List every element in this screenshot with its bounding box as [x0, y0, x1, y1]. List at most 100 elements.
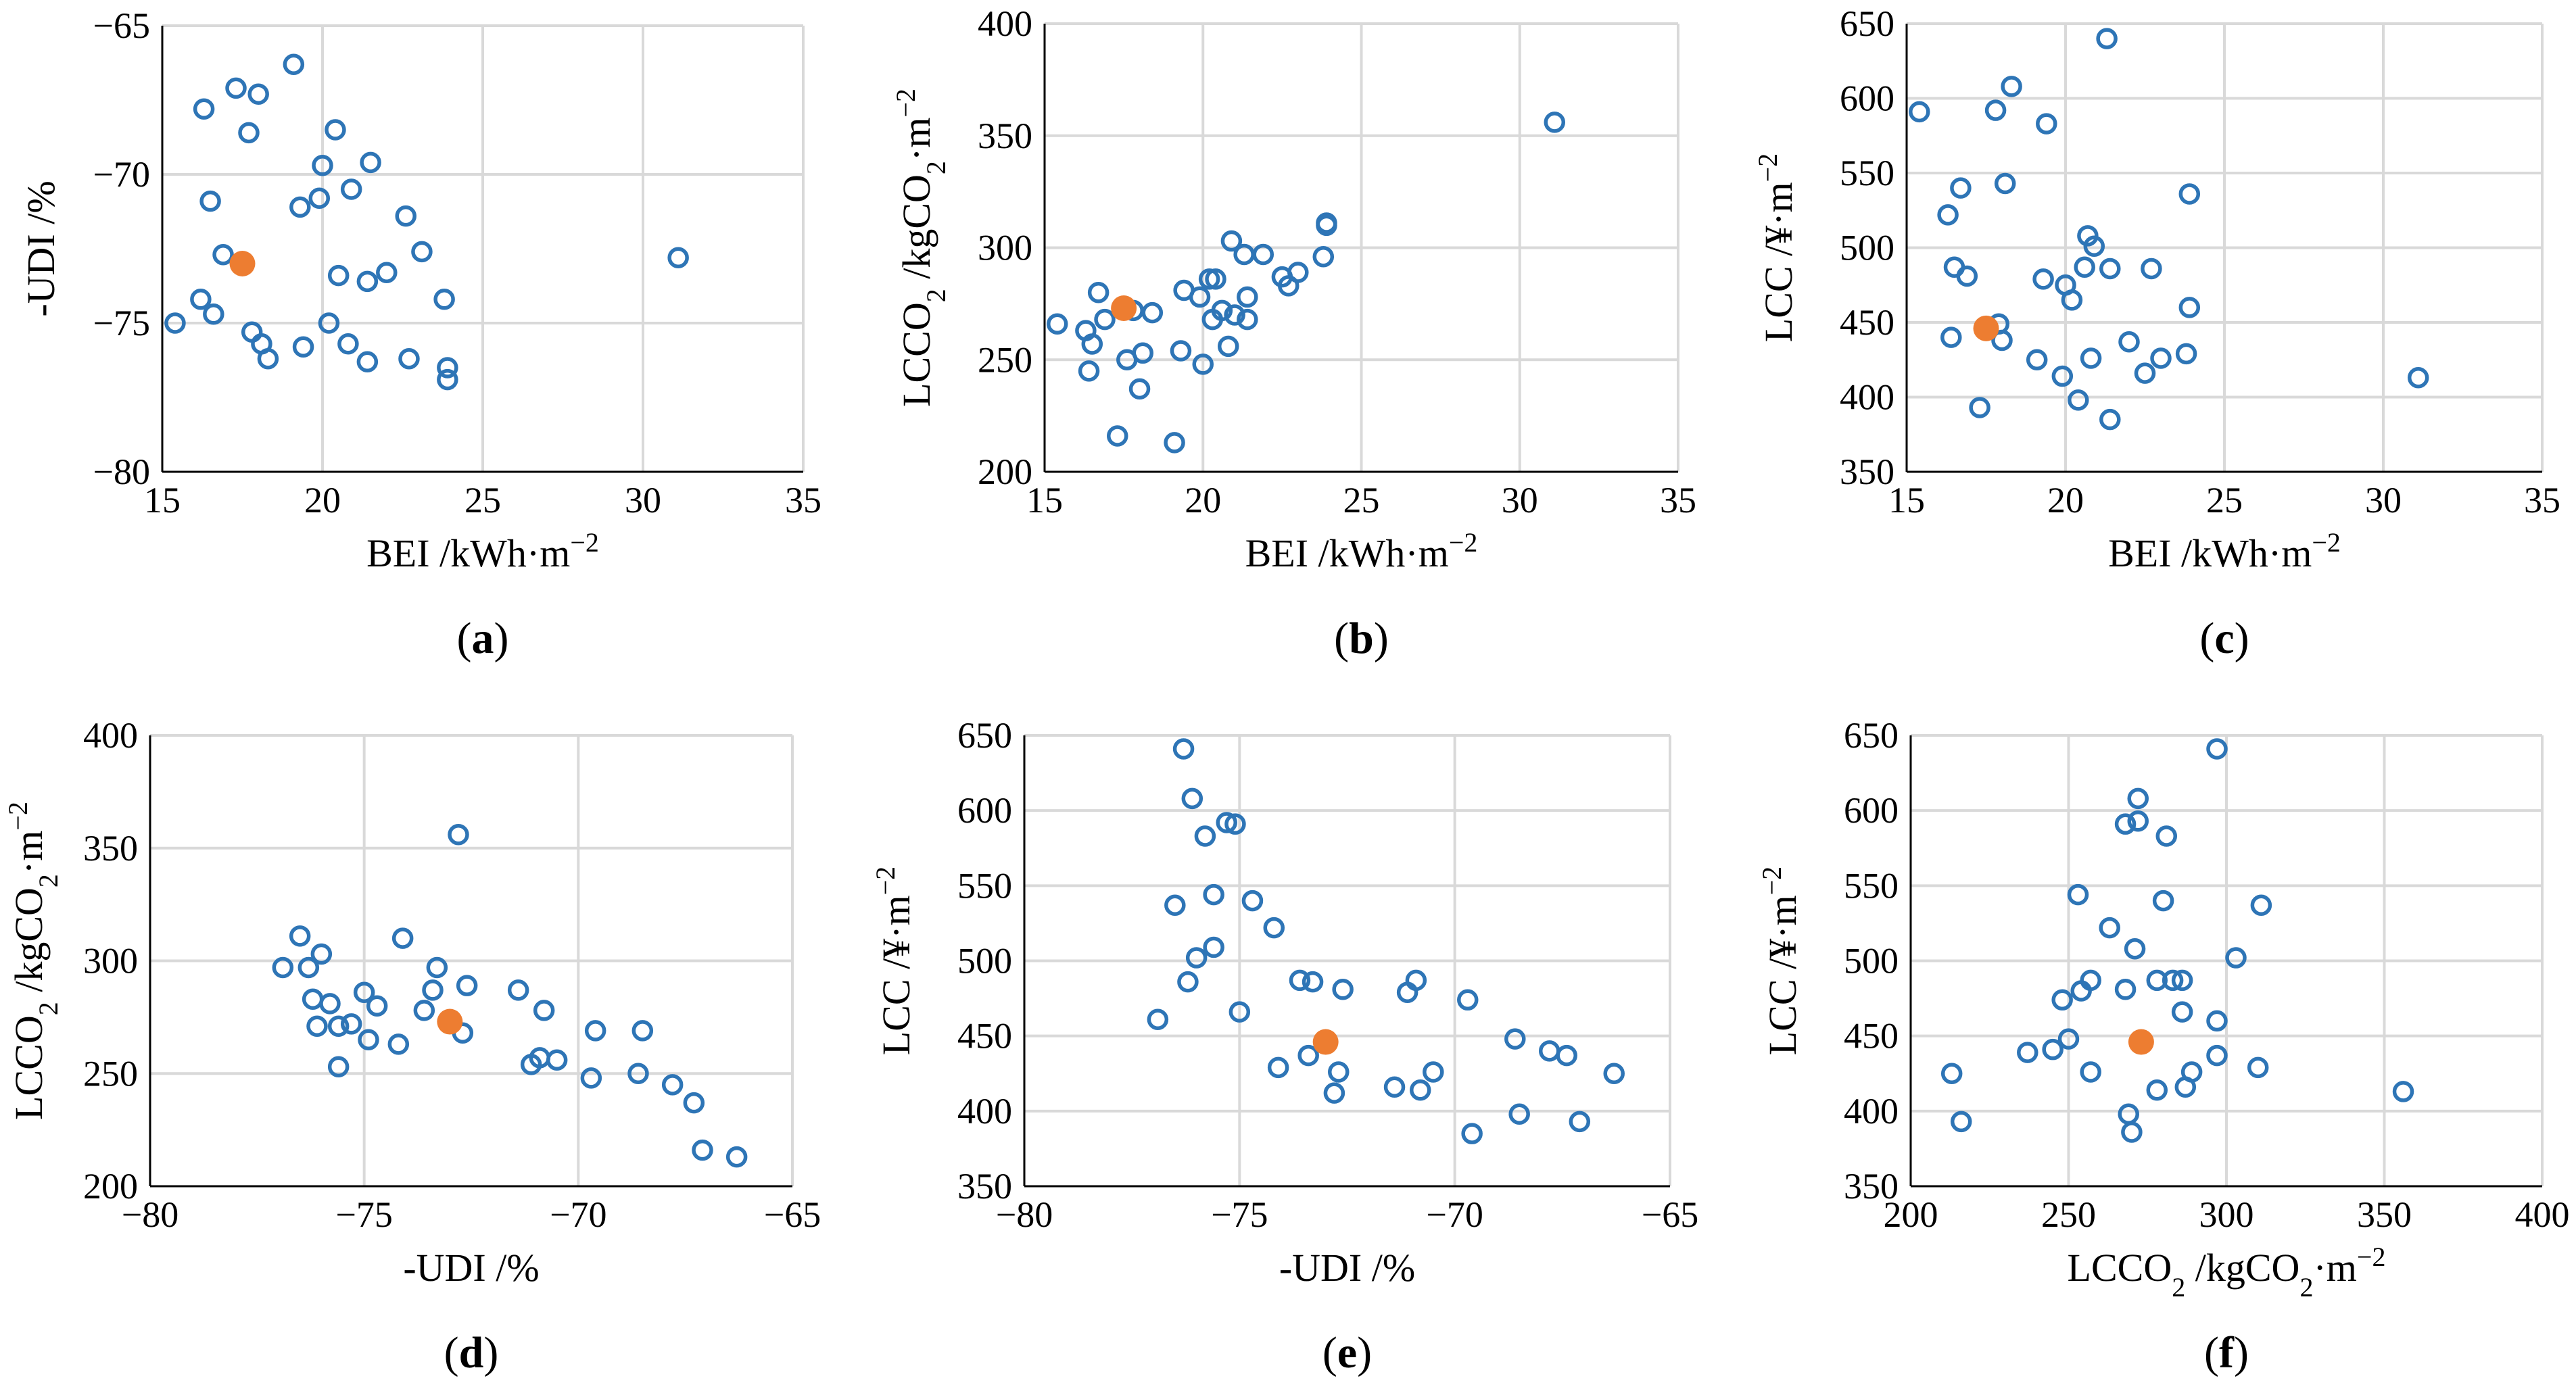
data-point [1224, 304, 1245, 326]
data-point [1984, 99, 2007, 121]
data-point [2017, 1042, 2038, 1063]
data-point [1302, 971, 1324, 993]
data-point [2127, 787, 2149, 810]
data-point [1457, 989, 1479, 1011]
data-point [1216, 812, 1237, 833]
data-point [1078, 360, 1100, 382]
x-tick-label: 20 [1185, 480, 1221, 520]
data-point [1461, 1123, 1483, 1144]
data-point [289, 925, 311, 947]
data-point [2051, 365, 2074, 387]
data-point [1177, 971, 1199, 993]
data-point [1141, 301, 1164, 324]
data-point [2206, 1010, 2228, 1032]
data-point [1087, 282, 1110, 303]
y-tick-label: 400 [1840, 377, 1894, 418]
data-point [203, 303, 224, 325]
x-tick-label: −70 [550, 1194, 606, 1235]
data-point [2074, 256, 2095, 278]
data-point [411, 241, 433, 263]
data-point [1046, 313, 1068, 335]
y-tick-label: −65 [93, 5, 150, 46]
data-point [1220, 230, 1243, 252]
data-point [2032, 268, 2054, 290]
data-point [580, 1067, 602, 1089]
data-point [2250, 894, 2272, 916]
data-point [1569, 1111, 1591, 1133]
data-point [358, 1029, 379, 1050]
x-tick-label: −80 [122, 1194, 178, 1235]
panel-label: (b) [1334, 614, 1389, 663]
data-point [2051, 989, 2073, 1011]
panel-c: 15 20 25 30 35 350 400 450 500 550 600 650 BEI /kWh·… [1752, 3, 2561, 663]
highlight-point [1973, 315, 1999, 341]
data-point [2178, 297, 2201, 318]
data-point [1937, 204, 1959, 226]
y-tick-label: 200 [83, 1166, 138, 1207]
data-point [225, 77, 247, 99]
data-point [533, 1000, 555, 1021]
highlight-point [2128, 1029, 2154, 1055]
data-point [2068, 389, 2089, 411]
y-tick-label: 550 [1840, 153, 1894, 193]
data-point [340, 178, 362, 200]
data-point [2077, 225, 2099, 247]
x-axis-label: LCCO2 /kgCO2·m−2 [2068, 1242, 2386, 1302]
data-point [1252, 243, 1274, 266]
y-axis-label: LCC /¥·m−2 [870, 867, 919, 1055]
data-point [360, 151, 381, 174]
y-tick-label: 550 [957, 865, 1012, 906]
x-tick-label: −75 [335, 1194, 392, 1235]
panel-f: 200 250 300 350 400 350 400 450 500 550 600 650 LCCO… [1757, 715, 2570, 1378]
data-point [387, 1033, 410, 1055]
data-point [272, 956, 294, 979]
data-point [2127, 810, 2149, 832]
data-point [2150, 347, 2172, 369]
data-point [318, 312, 340, 334]
data-point [1172, 738, 1195, 760]
panel-e: −80 −75 −70 −65 350 400 450 500 550 600 650 -UDI /%… [870, 715, 1699, 1378]
data-point [1181, 787, 1203, 810]
data-point [584, 1020, 606, 1042]
data-point [164, 312, 186, 334]
data-point [1132, 342, 1153, 364]
data-point [2206, 1044, 2228, 1067]
y-tick-label: 650 [957, 715, 1012, 756]
data-point [193, 98, 215, 120]
x-axis-label: BEI /kWh·m−2 [1245, 527, 1478, 576]
data-point [1094, 308, 1116, 331]
data-point [190, 289, 212, 310]
data-point [1508, 1103, 1530, 1125]
data-point [2171, 1001, 2193, 1023]
data-point [308, 187, 331, 209]
data-point [2026, 349, 2048, 370]
data-point [297, 956, 320, 979]
y-axis-label: LCC /¥·m−2 [1757, 867, 1805, 1055]
data-point [376, 262, 398, 283]
data-point [1544, 112, 1566, 133]
data-point [2096, 28, 2118, 49]
data-point [1170, 340, 1192, 362]
data-point [1556, 1044, 1577, 1067]
data-point [1297, 1044, 1319, 1067]
data-point [2061, 289, 2083, 311]
y-tick-label: 500 [1840, 228, 1894, 268]
data-point [1289, 969, 1311, 992]
y-tick-label: 250 [978, 339, 1032, 380]
data-point [302, 988, 324, 1010]
data-point [1263, 917, 1285, 939]
data-point [1950, 177, 1972, 199]
data-point [1994, 172, 2016, 195]
data-point [306, 1015, 328, 1037]
data-point [1198, 268, 1220, 290]
data-point [2099, 917, 2120, 939]
y-tick-label: 650 [1844, 715, 1899, 756]
x-tick-label: 35 [785, 480, 821, 520]
data-point [1409, 1079, 1431, 1101]
data-point [1504, 1028, 1526, 1050]
data-point [366, 995, 388, 1017]
y-tick-label: 450 [1844, 1016, 1899, 1056]
data-point [2080, 969, 2101, 992]
data-point [312, 155, 333, 176]
